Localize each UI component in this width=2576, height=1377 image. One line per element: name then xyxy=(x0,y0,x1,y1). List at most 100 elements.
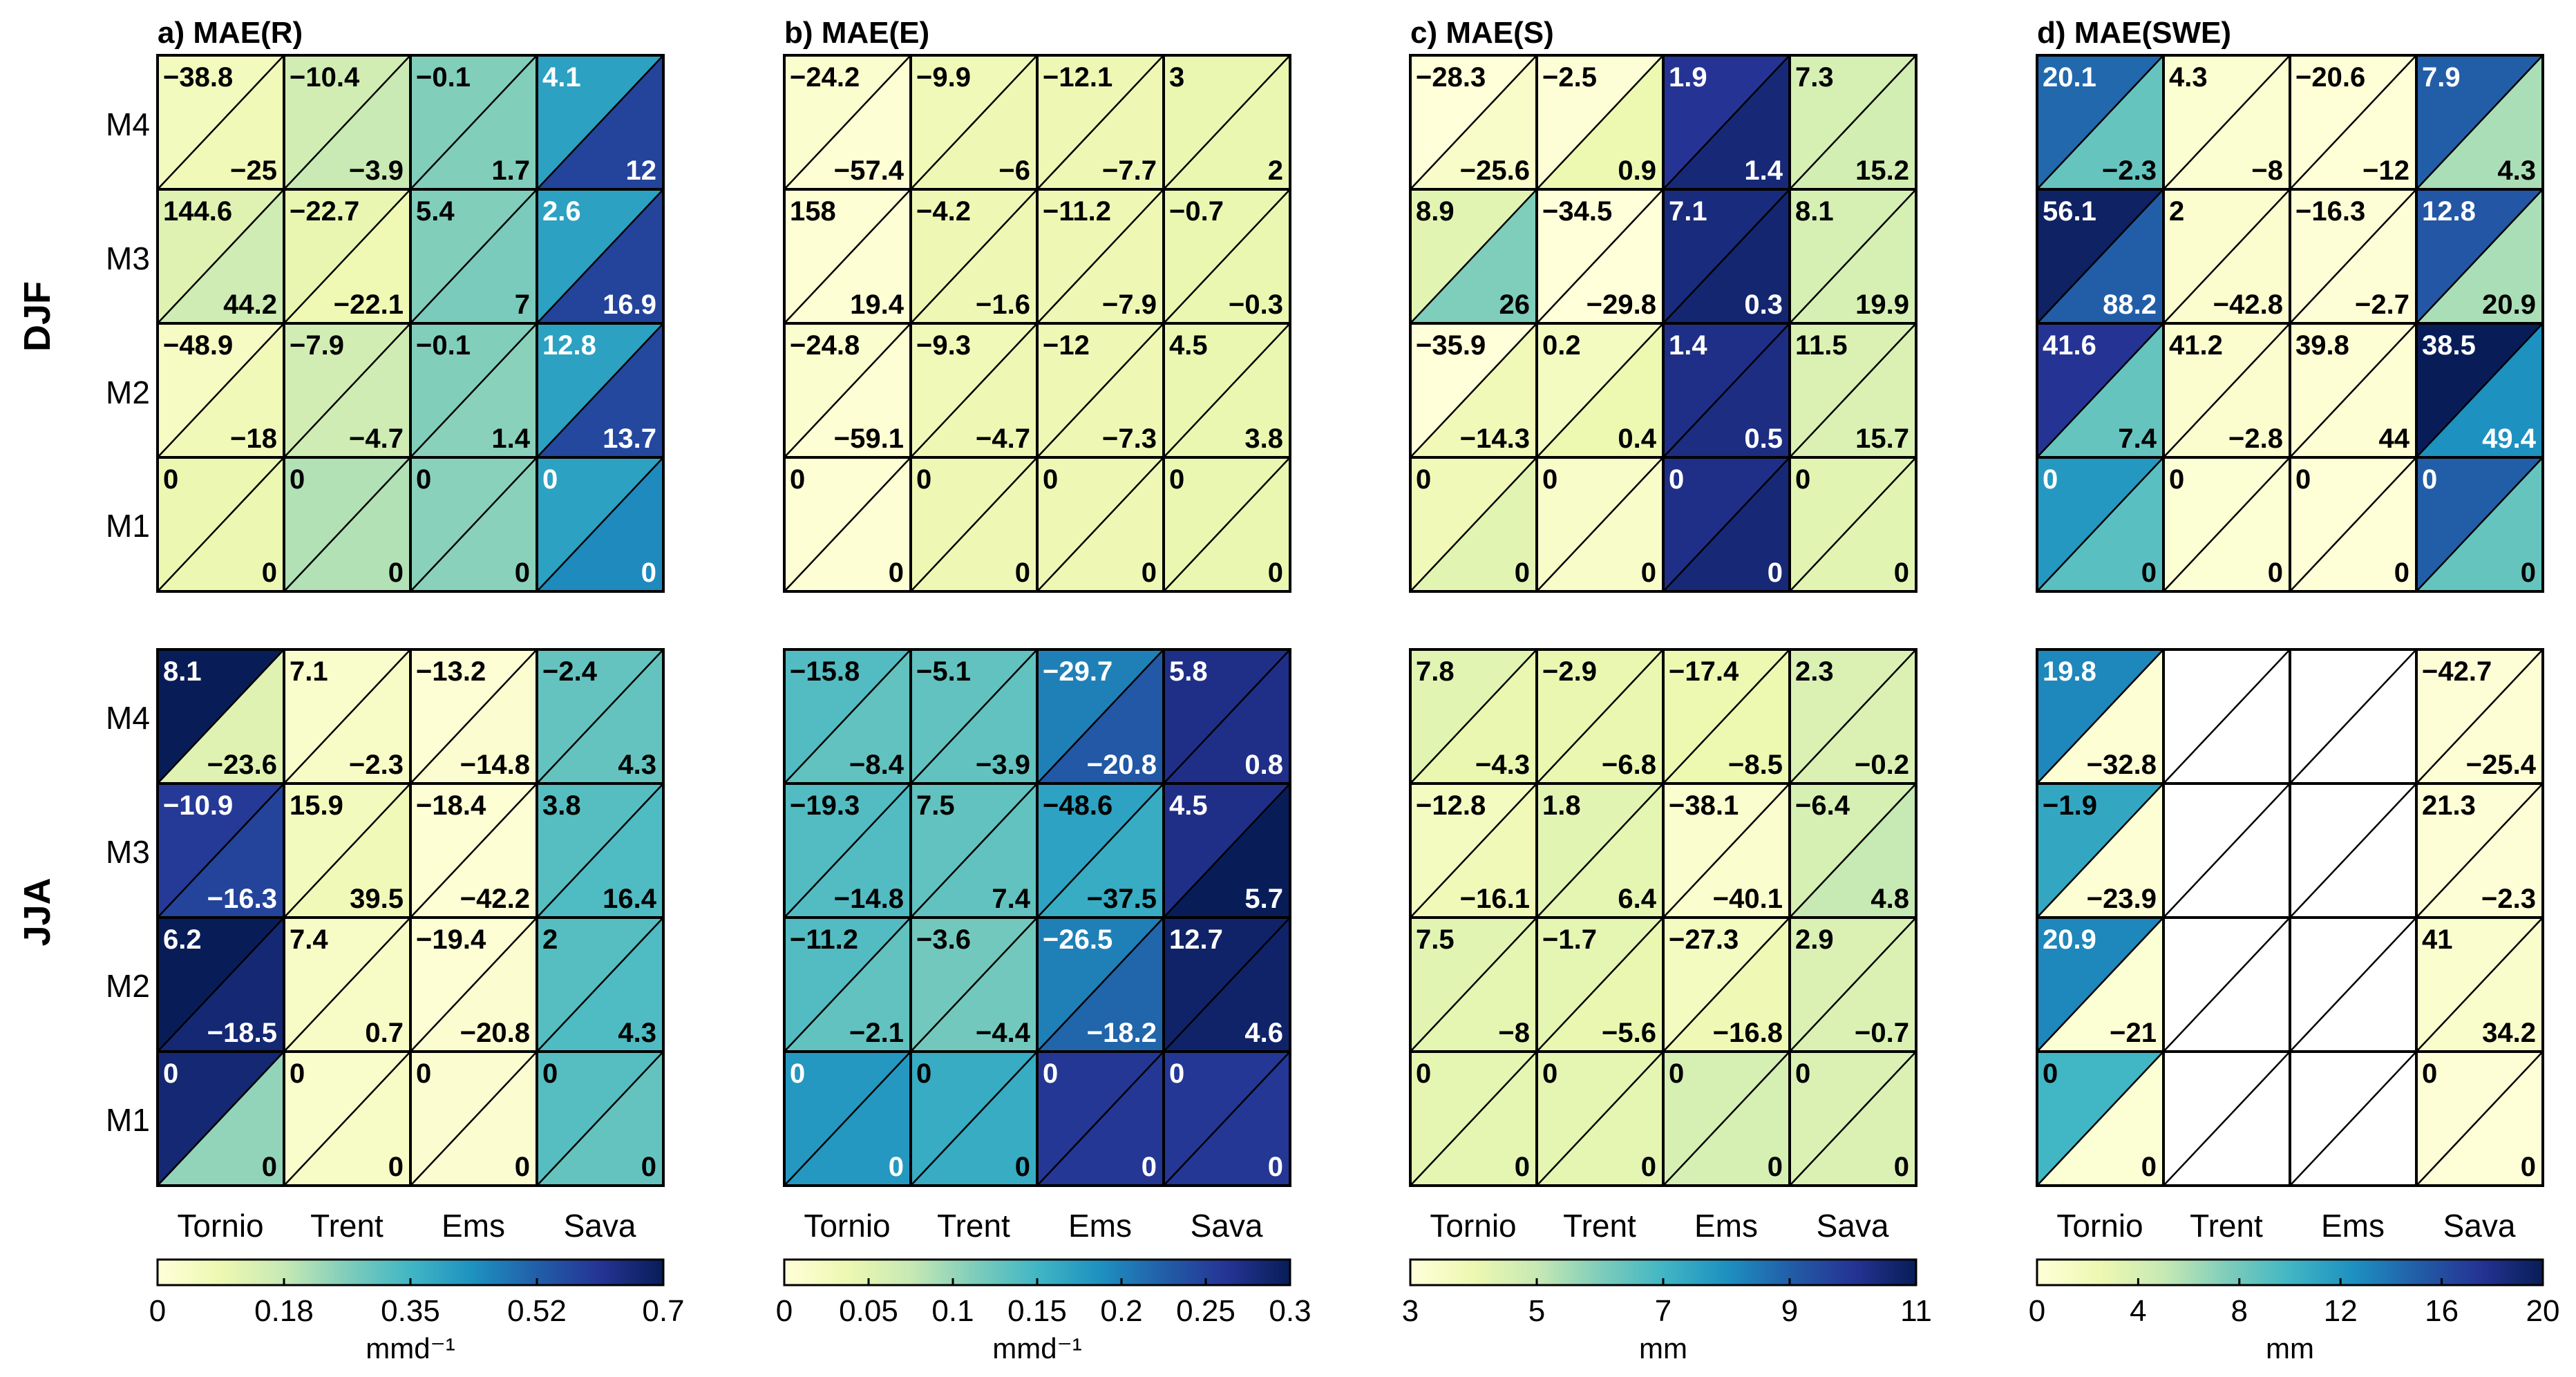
lower-value-label: 44.2 xyxy=(223,289,277,320)
cell-diagonal xyxy=(157,189,285,324)
upper-value-label: −6.4 xyxy=(1795,790,1850,821)
column-label-tornio: Tornio xyxy=(1430,1208,1516,1244)
cell-diagonal xyxy=(1163,649,1291,784)
lower-value-label: −16.1 xyxy=(1460,884,1530,914)
row-label-m2-djf: M2 xyxy=(106,374,150,410)
lower-value-label: 39.5 xyxy=(350,884,404,914)
lower-value-label: 0 xyxy=(1894,558,1909,588)
upper-value-label: 0 xyxy=(542,1058,558,1089)
colorbar-d xyxy=(2036,1258,2544,1286)
lower-value-label: 0.5 xyxy=(1744,424,1783,454)
colorbar-tick-label: 0.2 xyxy=(1100,1294,1142,1328)
cell-diagonal xyxy=(536,457,664,592)
upper-value-label: 1.4 xyxy=(1669,330,1707,361)
cell-diagonal xyxy=(1789,323,1917,458)
lower-value-label: −4.4 xyxy=(976,1018,1031,1048)
cell-diagonal xyxy=(2036,1051,2164,1186)
lower-value-label: 5.7 xyxy=(1244,884,1283,914)
cell-diagonal xyxy=(2416,55,2544,190)
upper-value-label: −19.3 xyxy=(790,790,860,821)
cell-diagonal xyxy=(1163,917,1291,1052)
cell-diagonal xyxy=(1036,649,1164,784)
upper-value-label: 0 xyxy=(290,464,305,495)
cell-diagonal xyxy=(1536,55,1664,190)
cell-diagonal xyxy=(1663,1051,1790,1186)
cell-diagonal xyxy=(2036,323,2164,458)
lower-value-label: 19.4 xyxy=(850,289,905,320)
upper-value-label: −48.9 xyxy=(163,330,233,361)
cell-diagonal xyxy=(410,1051,538,1186)
cell-diagonal xyxy=(1536,783,1664,918)
cell-diagonal xyxy=(157,783,285,918)
lower-value-label: −2.7 xyxy=(2355,289,2409,320)
cell-diagonal xyxy=(157,323,285,458)
cell-diagonal xyxy=(1410,323,1537,458)
cell-diagonal xyxy=(1789,55,1917,190)
cell-diagonal xyxy=(1663,55,1790,190)
lower-value-label: 7 xyxy=(515,289,530,320)
upper-value-label: 0 xyxy=(1416,464,1431,495)
lower-value-label: 0 xyxy=(1768,1152,1783,1182)
colorbar-tick-label: 8 xyxy=(2231,1294,2248,1328)
cell-diagonal xyxy=(1410,1051,1537,1186)
upper-value-label: −10.4 xyxy=(290,62,360,93)
cell-diagonal xyxy=(1036,917,1164,1052)
upper-value-label: 0 xyxy=(1416,1058,1431,1089)
cell-diagonal xyxy=(1663,457,1790,592)
upper-value-label: −2.5 xyxy=(1542,62,1597,93)
cell-diagonal xyxy=(1789,783,1917,918)
upper-value-label: −9.9 xyxy=(916,62,971,93)
upper-value-label: −2.4 xyxy=(542,656,598,687)
column-label-ems: Ems xyxy=(1068,1208,1132,1244)
cell-diagonal xyxy=(1163,55,1291,190)
colorbar-tick-label: 0.1 xyxy=(931,1294,974,1328)
lower-value-label: −42.2 xyxy=(460,884,530,914)
upper-value-label: 0 xyxy=(790,1058,805,1089)
upper-value-label: −2.9 xyxy=(1542,656,1597,687)
upper-value-label: 12.8 xyxy=(542,330,596,361)
upper-value-label: 20.1 xyxy=(2043,62,2096,93)
lower-value-label: 0 xyxy=(388,558,404,588)
cell-diagonal xyxy=(1663,323,1790,458)
cell-diagonal xyxy=(1163,189,1291,324)
cell-diagonal xyxy=(784,323,911,458)
upper-value-label: 2.6 xyxy=(542,196,581,227)
cell-diagonal xyxy=(784,1051,911,1186)
cell-diagonal xyxy=(283,457,411,592)
cell-diagonal xyxy=(2036,917,2164,1052)
cell-diagonal xyxy=(1789,917,1917,1052)
lower-value-label: −42.8 xyxy=(2213,289,2283,320)
cell-border xyxy=(1788,456,1917,593)
upper-value-label: −0.1 xyxy=(416,330,471,361)
cell-diagonal xyxy=(2163,323,2291,458)
upper-value-label: −1.7 xyxy=(1542,924,1597,955)
cell-diagonal xyxy=(410,783,538,918)
cell-diagonal xyxy=(2289,189,2417,324)
cell-diagonal xyxy=(1663,649,1790,784)
upper-value-label: 3.8 xyxy=(542,790,581,821)
column-label-sava: Sava xyxy=(2443,1208,2516,1244)
cell-diagonal xyxy=(1163,783,1291,918)
column-label-trent: Trent xyxy=(937,1208,1010,1244)
cell-diagonal xyxy=(1663,917,1790,1052)
upper-value-label: −38.8 xyxy=(163,62,233,93)
cell-diagonal xyxy=(536,55,664,190)
colorbar-d-unit: mm xyxy=(2266,1332,2314,1365)
lower-value-label: 0 xyxy=(1641,558,1656,588)
lower-value-label: −7.7 xyxy=(1102,155,1157,186)
lower-value-label: −25.4 xyxy=(2466,750,2537,780)
lower-value-label: 13.7 xyxy=(603,424,656,454)
lower-value-label: 16.9 xyxy=(603,289,656,320)
lower-value-label: 0 xyxy=(1142,1152,1157,1182)
upper-value-label: −0.1 xyxy=(416,62,471,93)
upper-value-label: 4.3 xyxy=(2169,62,2208,93)
upper-value-label: 0 xyxy=(1043,464,1058,495)
lower-value-label: 0.7 xyxy=(365,1018,404,1048)
cell-diagonal xyxy=(283,55,411,190)
cell-diagonal xyxy=(1536,189,1664,324)
colorbar-a-unit: mmd⁻¹ xyxy=(366,1332,455,1365)
lower-value-label: 34.2 xyxy=(2482,1018,2536,1048)
colorbar-tick-label: 0.3 xyxy=(1269,1294,1311,1328)
cell-diagonal xyxy=(1789,1051,1917,1186)
cell-diagonal xyxy=(2163,649,2291,784)
